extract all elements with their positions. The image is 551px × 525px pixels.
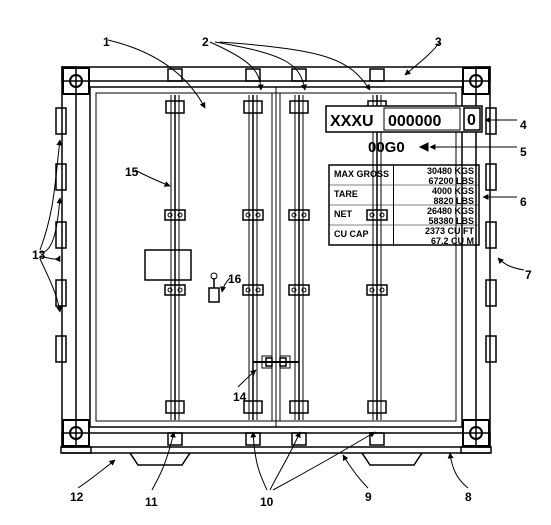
svg-text:XXXU: XXXU [330, 113, 374, 130]
svg-text:TARE: TARE [334, 189, 358, 199]
svg-text:67200 LBS: 67200 LBS [428, 176, 474, 186]
svg-text:8820 LBS: 8820 LBS [433, 196, 474, 206]
svg-text:30480 KGS: 30480 KGS [427, 166, 474, 176]
svg-text:MAX GROSS: MAX GROSS [334, 169, 389, 179]
svg-text:00G0: 00G0 [368, 139, 405, 156]
svg-text:4000 KGS: 4000 KGS [432, 186, 474, 196]
svg-text:NET: NET [334, 209, 353, 219]
svg-text:26480 KGS: 26480 KGS [427, 206, 474, 216]
svg-text:000000: 000000 [388, 113, 441, 130]
svg-text:0: 0 [467, 112, 476, 129]
svg-text:2373 CU FT: 2373 CU FT [425, 226, 475, 236]
svg-text:67.2 CU M: 67.2 CU M [431, 236, 474, 246]
svg-text:CU CAP: CU CAP [334, 229, 369, 239]
svg-text:58380 LBS: 58380 LBS [428, 216, 474, 226]
